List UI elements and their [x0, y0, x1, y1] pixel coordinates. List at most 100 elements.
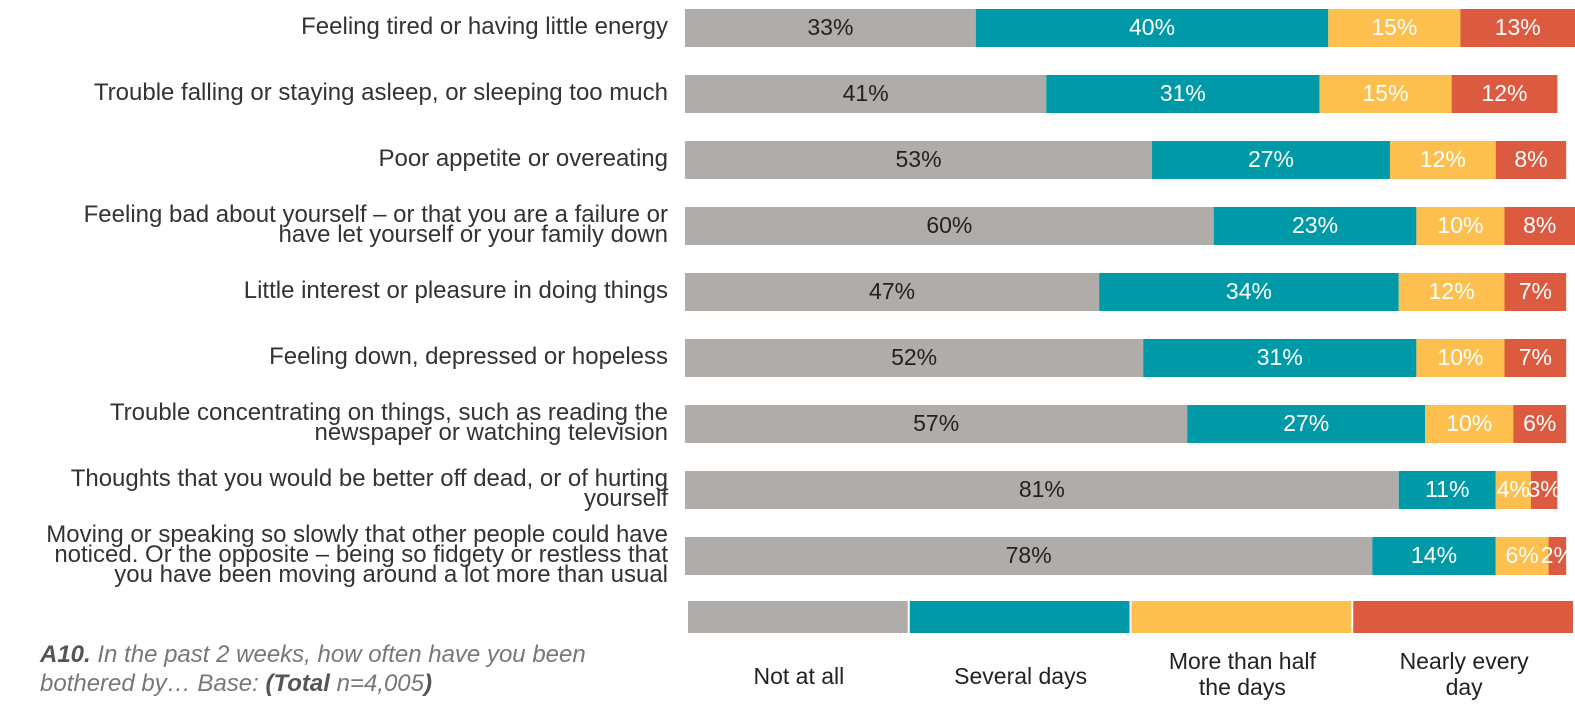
value-label: 10%	[1437, 344, 1483, 370]
bar-segment	[685, 141, 1153, 179]
category-label: Little interest or pleasure in doing thi…	[244, 277, 668, 304]
bar-segment	[1328, 9, 1461, 47]
bar-segment	[1504, 207, 1575, 245]
value-label: 11%	[1425, 476, 1469, 502]
value-label: 41%	[843, 80, 889, 106]
bar-segment	[1548, 537, 1567, 575]
bar-segment	[1460, 9, 1575, 47]
category-line: have let yourself or your family down	[278, 221, 668, 248]
bar-segment	[685, 9, 976, 47]
category-line: yourself	[584, 485, 668, 512]
value-label: 31%	[1160, 80, 1206, 106]
bar-segment	[1319, 75, 1452, 113]
bar-segment	[685, 339, 1144, 377]
bar-segment	[1504, 339, 1567, 377]
category-label: Moving or speaking so slowly that other …	[46, 521, 668, 588]
bar-segment	[685, 471, 1399, 509]
legend-label: More than half the days	[1168, 648, 1316, 700]
value-label: 6%	[1523, 410, 1556, 436]
value-label: 57%	[913, 410, 959, 436]
bar-segment	[1152, 141, 1390, 179]
category-label: Feeling down, depressed or hopeless	[269, 343, 668, 370]
category-line: Thoughts that you would be better off de…	[71, 465, 668, 492]
value-label: 7%	[1519, 344, 1552, 370]
value-label: 12%	[1481, 80, 1527, 106]
bar-segment	[1213, 207, 1417, 245]
legend-label: Nearly every day	[1399, 648, 1529, 700]
bar-segment	[685, 537, 1373, 575]
category-line: Trouble concentrating on things, such as…	[110, 399, 668, 426]
bar-segment	[1451, 75, 1558, 113]
value-label: 52%	[891, 344, 937, 370]
category-label: Feeling bad about yourself – or that you…	[84, 201, 668, 248]
category-line: Feeling tired or having little energy	[301, 13, 668, 40]
value-label: 47%	[869, 278, 915, 304]
footnote-part: In the past 2 weeks, how often have you …	[40, 641, 586, 697]
bar-segment	[1143, 339, 1417, 377]
category-line: Trouble falling or staying asleep, or sl…	[94, 79, 668, 106]
category-label: Trouble falling or staying asleep, or sl…	[94, 79, 668, 106]
legend-label: Not at all	[753, 663, 845, 689]
bar-segment	[1099, 273, 1399, 311]
value-label: 8%	[1523, 212, 1556, 238]
bar-segment	[685, 207, 1214, 245]
footnote: A10. In the past 2 weeks, how often have…	[40, 640, 660, 698]
bar-segment	[1416, 339, 1505, 377]
bar-segment	[1046, 75, 1320, 113]
value-label: 2%	[1541, 542, 1574, 568]
bar-segment	[1495, 471, 1531, 509]
bar-segment	[1398, 273, 1505, 311]
bar-segment	[1504, 273, 1567, 311]
footnote-part: (Total	[265, 670, 330, 697]
legend-swatch	[1353, 601, 1573, 633]
value-label: 13%	[1495, 14, 1541, 40]
value-label: 53%	[895, 146, 941, 172]
category-line: Feeling bad about yourself – or that you…	[84, 201, 668, 228]
value-label: 10%	[1446, 410, 1492, 436]
value-label: 27%	[1248, 146, 1294, 172]
category-line: Poor appetite or overeating	[378, 145, 668, 172]
value-label: 27%	[1283, 410, 1329, 436]
value-label: 15%	[1371, 14, 1417, 40]
value-label: 23%	[1292, 212, 1338, 238]
footnote-part: A10.	[40, 641, 91, 668]
legend-swatch	[909, 601, 1130, 633]
category-label: Thoughts that you would be better off de…	[71, 465, 669, 512]
bar-segment	[1187, 405, 1426, 443]
bar-segment	[685, 273, 1100, 311]
category-label: Feeling tired or having little energy	[301, 13, 668, 40]
value-label: 34%	[1226, 278, 1272, 304]
legend-label: Several days	[954, 663, 1088, 689]
value-label: 3%	[1528, 476, 1561, 502]
category-line: you have been moving around a lot more t…	[114, 561, 668, 588]
value-label: 7%	[1519, 278, 1552, 304]
bar-segment	[1416, 207, 1505, 245]
bar-segment	[1425, 405, 1514, 443]
category-line: noticed. Or the opposite – being so fidg…	[54, 541, 668, 568]
bar-segment	[1389, 141, 1496, 179]
value-label: 12%	[1429, 278, 1475, 304]
value-label: 78%	[1006, 542, 1052, 568]
legend-swatch	[1131, 601, 1352, 633]
value-label: 15%	[1363, 80, 1409, 106]
category-line: Moving or speaking so slowly that other …	[46, 521, 668, 548]
legend-swatch	[688, 601, 908, 633]
value-label: 60%	[926, 212, 972, 238]
bar-segment	[1495, 141, 1567, 179]
category-line: newspaper or watching television	[314, 419, 668, 446]
value-label: 6%	[1506, 542, 1539, 568]
bar-segment	[1398, 471, 1496, 509]
value-label: 8%	[1514, 146, 1547, 172]
value-label: 4%	[1497, 476, 1530, 502]
bar-segment	[1530, 471, 1558, 509]
category-line: Feeling down, depressed or hopeless	[269, 343, 668, 370]
value-label: 12%	[1420, 146, 1466, 172]
category-label: Poor appetite or overeating	[378, 145, 668, 172]
bar-segment	[1372, 537, 1496, 575]
bar-segment	[1513, 405, 1567, 443]
bar-segment	[685, 75, 1047, 113]
footnote-part: )	[424, 670, 432, 697]
value-label: 31%	[1257, 344, 1303, 370]
